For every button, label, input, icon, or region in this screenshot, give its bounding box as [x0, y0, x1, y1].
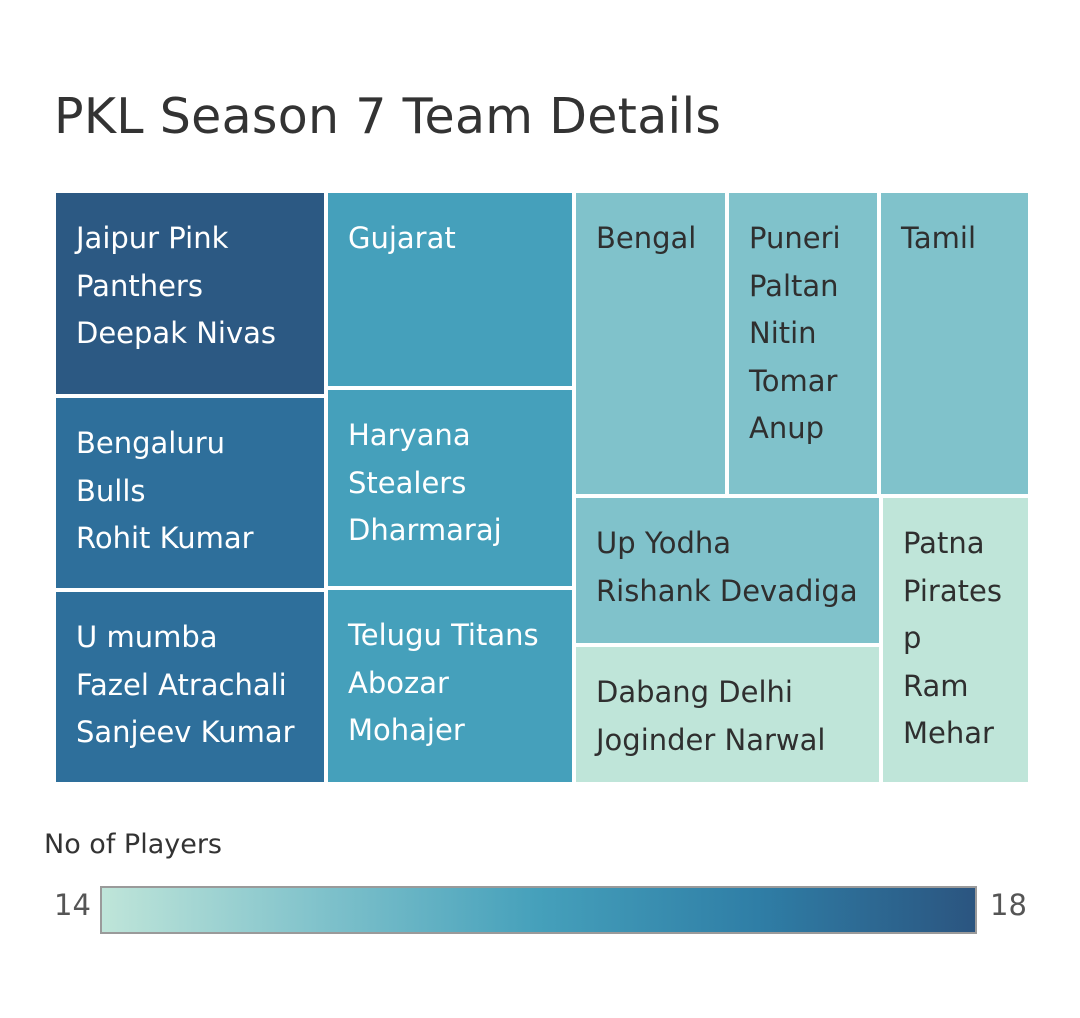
treemap-chart: Jaipur Pink Panthers Deepak Nivas Bengal…: [54, 191, 1030, 784]
legend-min-label: 14: [54, 888, 91, 922]
treemap-cell-jaipur-pink-panthers[interactable]: Jaipur Pink Panthers Deepak Nivas: [54, 191, 326, 396]
cell-label: Telugu Titans Abozar Mohajer: [348, 618, 539, 747]
treemap-cell-up-yodha[interactable]: Up Yodha Rishank Devadiga: [574, 496, 881, 645]
cell-label: U mumba Fazel Atrachali Sanjeev Kumar: [76, 620, 295, 749]
cell-label: Gujarat: [348, 221, 456, 255]
cell-label: Dabang Delhi Joginder Narwal: [596, 675, 826, 757]
treemap-cell-haryana-steelers[interactable]: Haryana Stealers Dharmaraj: [326, 388, 574, 588]
treemap-cell-telugu-titans[interactable]: Telugu Titans Abozar Mohajer: [326, 588, 574, 784]
treemap-cell-puneri-paltan[interactable]: Puneri Paltan Nitin Tomar Anup: [727, 191, 879, 496]
legend-title: No of Players: [44, 829, 222, 860]
cell-label: Jaipur Pink Panthers Deepak Nivas: [76, 221, 276, 350]
color-legend-gradient: [100, 886, 977, 934]
treemap-cell-dabang-delhi[interactable]: Dabang Delhi Joginder Narwal: [574, 645, 881, 784]
cell-label: Puneri Paltan Nitin Tomar Anup: [749, 221, 841, 445]
cell-label: Patna Pirates p Ram Mehar: [903, 526, 1002, 750]
treemap-cell-tamil[interactable]: Tamil: [879, 191, 1030, 496]
treemap-cell-u-mumba[interactable]: U mumba Fazel Atrachali Sanjeev Kumar: [54, 590, 326, 784]
treemap-cell-patna-pirates[interactable]: Patna Pirates p Ram Mehar: [881, 496, 1030, 784]
treemap-cell-bengal[interactable]: Bengal: [574, 191, 727, 496]
cell-label: Bengal: [596, 221, 697, 255]
cell-label: Haryana Stealers Dharmaraj: [348, 418, 502, 547]
treemap-cell-gujarat[interactable]: Gujarat: [326, 191, 574, 388]
cell-label: Tamil: [901, 221, 977, 255]
legend-max-label: 18: [990, 888, 1027, 922]
cell-label: Bengaluru Bulls Rohit Kumar: [76, 426, 254, 555]
treemap-cell-bengaluru-bulls[interactable]: Bengaluru Bulls Rohit Kumar: [54, 396, 326, 590]
chart-title: PKL Season 7 Team Details: [54, 88, 722, 145]
cell-label: Up Yodha Rishank Devadiga: [596, 526, 858, 608]
